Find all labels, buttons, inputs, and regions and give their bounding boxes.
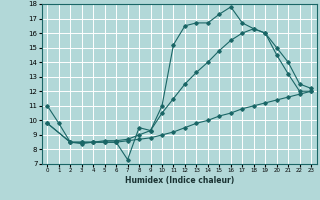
X-axis label: Humidex (Indice chaleur): Humidex (Indice chaleur) — [124, 176, 234, 185]
